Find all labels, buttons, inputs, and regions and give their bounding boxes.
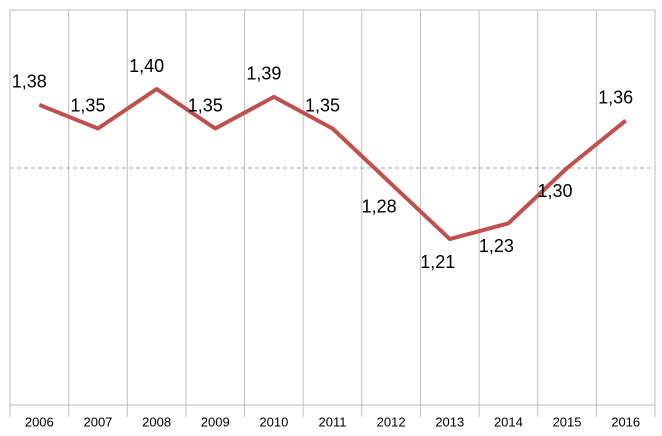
data-label: 1,39	[246, 64, 281, 84]
x-tick-label: 2015	[553, 414, 582, 429]
x-tick-label: 2016	[611, 414, 640, 429]
x-tick-label: 2012	[377, 414, 406, 429]
x-tick-label: 2014	[494, 414, 523, 429]
x-tick-label: 2006	[25, 414, 54, 429]
x-tick-label: 2008	[142, 414, 171, 429]
data-label: 1,30	[538, 181, 573, 201]
x-tick-label: 2011	[319, 414, 347, 429]
x-tick-label: 2007	[83, 414, 112, 429]
data-label: 1,23	[479, 236, 514, 256]
data-label: 1,35	[70, 95, 105, 115]
data-label: 1,28	[362, 197, 397, 217]
x-tick-label: 2013	[435, 414, 464, 429]
data-label: 1,21	[420, 252, 455, 272]
data-label: 1,40	[129, 56, 164, 76]
x-tick-label: 2009	[201, 414, 230, 429]
plot-area	[9, 9, 656, 406]
line	[38, 87, 627, 242]
x-tick-label: 2010	[259, 414, 288, 429]
data-label: 1,36	[598, 87, 633, 107]
data-label: 1,35	[305, 95, 340, 115]
data-label: 1,35	[188, 95, 223, 115]
data-label: 1,38	[12, 72, 47, 92]
